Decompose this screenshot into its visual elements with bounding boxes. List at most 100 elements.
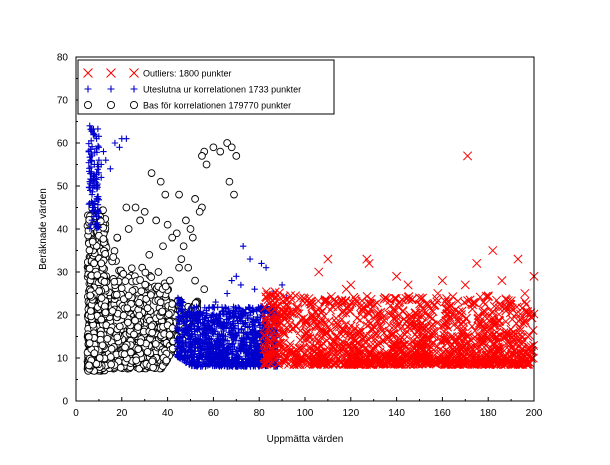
outlier-marker [385,328,395,338]
uteslutna-marker [86,122,93,129]
outlier-marker [364,258,374,268]
outlier-marker [489,352,499,363]
outlier-marker [328,342,338,352]
bas-marker [95,354,104,362]
bas-marker [147,273,156,282]
outlier-marker [439,359,449,369]
outlier-marker [501,301,512,311]
x-tick-label: 140 [388,408,405,419]
uteslutna-marker [235,353,242,360]
series-uteslutna-ur-korrelationen [85,122,290,370]
uteslutna-marker [176,318,184,325]
bas-marker [101,249,110,258]
outlier-marker [386,359,397,369]
outlier-marker [479,297,489,307]
bas-marker [191,195,199,203]
outlier-marker [265,290,276,300]
outlier-marker [468,300,478,310]
uteslutna-marker [186,312,194,319]
bas-marker [147,169,156,177]
outlier-marker [503,296,513,306]
uteslutna-marker [256,323,263,331]
outlier-marker [313,296,323,306]
uteslutna-marker [116,144,123,151]
bas-marker [106,353,115,361]
outlier-marker [452,332,463,342]
bas-marker [141,268,150,277]
bas-marker [179,242,188,251]
uteslutna-marker [196,326,203,333]
outlier-marker [404,295,414,305]
x-axis-ticks: 0 20 40 60 80 100 120 140 160 180 200 [73,397,543,419]
outlier-marker [506,350,517,360]
uteslutna-marker [203,307,210,314]
y-tick-label: 20 [57,311,69,322]
uteslutna-marker [214,338,221,345]
uteslutna-marker [229,356,236,363]
uteslutna-marker [93,182,100,190]
outlier-marker [336,329,346,339]
uteslutna-marker [184,316,191,324]
bas-marker [134,323,142,331]
outlier-marker [370,356,380,366]
outlier-marker [306,299,316,309]
uteslutna-marker [94,219,101,227]
outlier-marker [370,329,380,340]
uteslutna-marker [195,347,202,355]
uteslutna-marker [88,126,96,134]
uteslutna-marker [210,345,217,353]
y-axis-label: Beräknade värden [38,188,49,270]
outlier-marker [282,306,292,316]
uteslutna-marker [208,313,216,320]
outlier-marker [417,318,427,328]
uteslutna-marker [91,131,98,138]
outlier-marker [275,316,285,326]
uteslutna-marker [88,216,96,224]
uteslutna-marker [188,326,195,333]
uteslutna-marker [188,303,195,311]
uteslutna-marker [85,183,93,191]
bas-marker [162,356,171,365]
outlier-marker [430,328,440,338]
outlier-marker [513,359,523,369]
bas-marker [209,143,218,152]
outlier-marker [429,338,439,348]
uteslutna-marker [186,342,193,350]
uteslutna-marker [213,341,220,348]
outlier-marker [488,245,498,256]
outlier-marker [316,324,326,334]
bas-marker [165,310,173,319]
outlier-marker [331,313,341,323]
uteslutna-marker [207,353,214,361]
uteslutna-marker [233,273,240,280]
outlier-marker [347,331,357,341]
outlier-marker [323,322,333,332]
uteslutna-marker [191,304,198,312]
outlier-marker [407,294,417,304]
outlier-marker [483,291,493,301]
outlier-marker [431,294,442,304]
uteslutna-marker [222,304,229,312]
uteslutna-marker [234,347,242,354]
uteslutna-marker [91,204,98,211]
outlier-marker [449,332,459,342]
outlier-marker [367,324,377,334]
outlier-marker [354,358,365,368]
outlier-marker [347,359,357,369]
uteslutna-marker [189,317,197,325]
uteslutna-marker [238,325,245,333]
outlier-marker [382,294,392,304]
uteslutna-marker [213,362,220,369]
outlier-marker [523,359,534,369]
bas-marker [166,276,174,285]
uteslutna-marker [190,309,197,317]
bas-marker [97,315,106,324]
outlier-marker [265,358,276,368]
outlier-marker [484,358,495,368]
outlier-marker [295,359,305,370]
outlier-marker [453,296,463,306]
outlier-marker [329,295,339,305]
uteslutna-marker [233,332,241,340]
outlier-marker [376,307,386,317]
uteslutna-marker [176,335,183,343]
